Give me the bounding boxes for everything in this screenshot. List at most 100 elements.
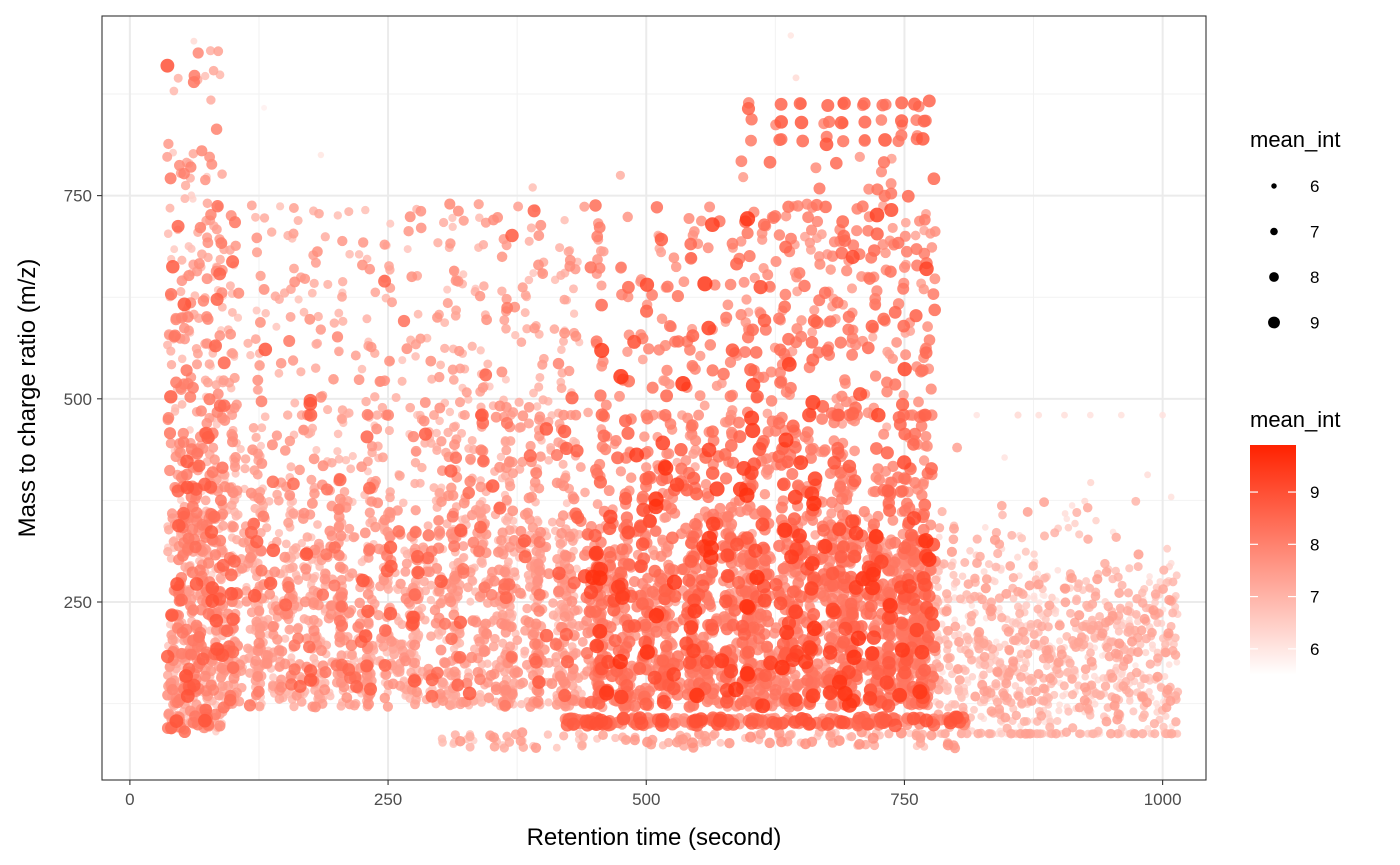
data-point (551, 652, 562, 662)
data-point (466, 597, 475, 606)
data-point (792, 74, 800, 82)
data-point (564, 531, 576, 542)
data-point (973, 729, 983, 739)
data-point (800, 738, 811, 750)
data-point (334, 493, 346, 505)
data-point (210, 123, 223, 135)
data-point (806, 224, 818, 236)
data-point (695, 350, 706, 362)
data-point (1083, 534, 1093, 544)
data-point (534, 565, 545, 577)
data-point (501, 494, 512, 506)
data-point (320, 232, 330, 242)
data-point (348, 532, 359, 543)
data-point (918, 455, 930, 466)
data-point (620, 735, 631, 746)
data-point (1066, 608, 1075, 618)
data-point (162, 151, 173, 162)
data-point (531, 546, 542, 557)
data-point (1145, 578, 1153, 586)
data-point (435, 416, 444, 426)
data-point (246, 200, 257, 211)
data-point (298, 424, 309, 436)
data-point (1138, 713, 1148, 723)
data-point (664, 378, 675, 390)
data-point (1064, 707, 1073, 716)
data-point (274, 528, 284, 538)
data-point (517, 727, 528, 738)
data-point (229, 461, 241, 473)
data-point (615, 170, 626, 180)
data-points (160, 32, 1183, 754)
data-point (452, 276, 464, 287)
data-point (445, 238, 456, 249)
data-point (1041, 615, 1050, 624)
data-point (261, 309, 270, 318)
data-point (357, 557, 366, 567)
data-point (1079, 695, 1090, 706)
data-point (598, 246, 609, 257)
data-point (523, 492, 535, 504)
data-point (1039, 635, 1050, 646)
data-point (535, 451, 546, 462)
data-point (569, 309, 579, 318)
data-point (961, 666, 970, 676)
data-point (177, 255, 187, 265)
data-point (972, 534, 982, 544)
data-point (1146, 573, 1153, 580)
data-point (580, 487, 590, 498)
data-point (433, 525, 445, 537)
data-point (1031, 686, 1041, 697)
data-point (398, 356, 407, 365)
data-point (370, 392, 380, 402)
data-point (532, 695, 544, 707)
data-point (423, 521, 433, 531)
data-point (826, 496, 838, 509)
data-point (1163, 544, 1172, 553)
data-point (373, 610, 384, 621)
data-point (499, 315, 510, 326)
data-point (696, 215, 707, 227)
data-point (306, 474, 317, 485)
data-point (409, 639, 421, 651)
data-point (1044, 600, 1055, 611)
data-point (898, 389, 909, 401)
data-point (1003, 626, 1014, 637)
data-point (776, 736, 787, 748)
data-point (1065, 658, 1075, 668)
data-point (639, 431, 650, 442)
data-point (341, 692, 353, 703)
data-point (1136, 681, 1145, 690)
data-point (443, 285, 452, 294)
data-point (517, 700, 526, 709)
data-point (997, 729, 1006, 738)
data-point (281, 539, 291, 549)
data-point (643, 343, 655, 355)
data-point (211, 224, 222, 235)
data-point (1053, 716, 1062, 726)
data-point (559, 336, 568, 346)
data-point (559, 327, 570, 339)
data-point (261, 657, 273, 669)
data-point (474, 290, 486, 302)
data-point (357, 259, 368, 271)
data-point (308, 597, 319, 608)
data-point (763, 464, 775, 475)
data-point (996, 500, 1007, 511)
data-point (956, 729, 966, 739)
data-point (905, 729, 914, 738)
data-point (406, 271, 418, 283)
data-point (913, 396, 924, 408)
data-point (378, 575, 390, 586)
data-point (503, 557, 513, 567)
data-point (272, 634, 283, 645)
data-point (977, 679, 988, 690)
data-point (851, 225, 863, 237)
data-point (841, 265, 853, 277)
data-point (1054, 566, 1062, 574)
data-point (252, 671, 264, 682)
data-point (952, 664, 963, 675)
data-point (1150, 589, 1161, 599)
data-point (1001, 454, 1008, 461)
